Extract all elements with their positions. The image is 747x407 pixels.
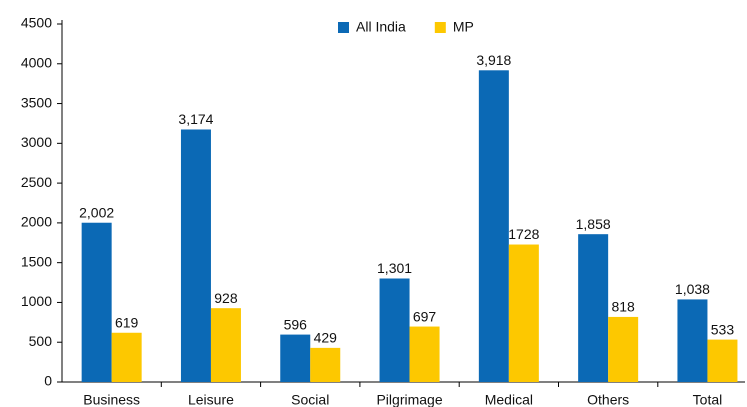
bar (210, 308, 241, 382)
bar (379, 278, 410, 382)
bar (409, 326, 440, 382)
y-tick-label: 4000 (21, 54, 52, 70)
data-label: 596 (284, 316, 308, 332)
data-label: 818 (611, 299, 635, 315)
bar (280, 334, 311, 382)
bar (111, 332, 142, 382)
data-label: 928 (214, 290, 238, 306)
bar (677, 299, 708, 382)
x-tick-label: Business (83, 392, 140, 407)
y-tick-label: 2500 (21, 174, 52, 190)
legend-label: All India (356, 19, 406, 35)
y-tick-label: 2000 (21, 214, 52, 230)
data-label: 2,002 (79, 204, 114, 220)
x-tick-label: Others (587, 392, 629, 407)
bar (608, 316, 639, 382)
x-tick-label: Leisure (188, 392, 234, 407)
y-tick-label: 0 (44, 373, 52, 389)
y-tick-label: 500 (29, 333, 53, 349)
data-label: 3,174 (178, 111, 213, 127)
y-tick-label: 1500 (21, 253, 52, 269)
data-label: 1,858 (576, 216, 611, 232)
bar (81, 222, 112, 382)
legend-label: MP (453, 19, 474, 35)
y-tick-label: 1000 (21, 293, 52, 309)
data-label: 429 (314, 330, 338, 346)
bar (508, 244, 539, 382)
data-label: 1,301 (377, 260, 412, 276)
bar (310, 347, 341, 382)
data-label: 1,038 (675, 281, 710, 297)
data-label: 619 (115, 314, 139, 330)
y-tick-label: 4500 (21, 15, 52, 31)
y-tick-label: 3000 (21, 134, 52, 150)
x-tick-label: Pilgrimage (376, 392, 442, 407)
legend-swatch (338, 22, 349, 33)
x-tick-label: Social (291, 392, 329, 407)
data-label: 697 (413, 308, 437, 324)
legend-swatch (434, 22, 446, 33)
data-label: 1728 (508, 226, 539, 242)
data-label: 3,918 (476, 52, 511, 68)
bar (478, 70, 509, 382)
y-tick-label: 3500 (21, 94, 52, 110)
bar (180, 129, 211, 382)
bar (707, 339, 738, 382)
data-label: 533 (711, 321, 735, 337)
bar (578, 234, 609, 382)
x-tick-label: Medical (485, 392, 533, 407)
x-tick-label: Total (693, 392, 723, 407)
